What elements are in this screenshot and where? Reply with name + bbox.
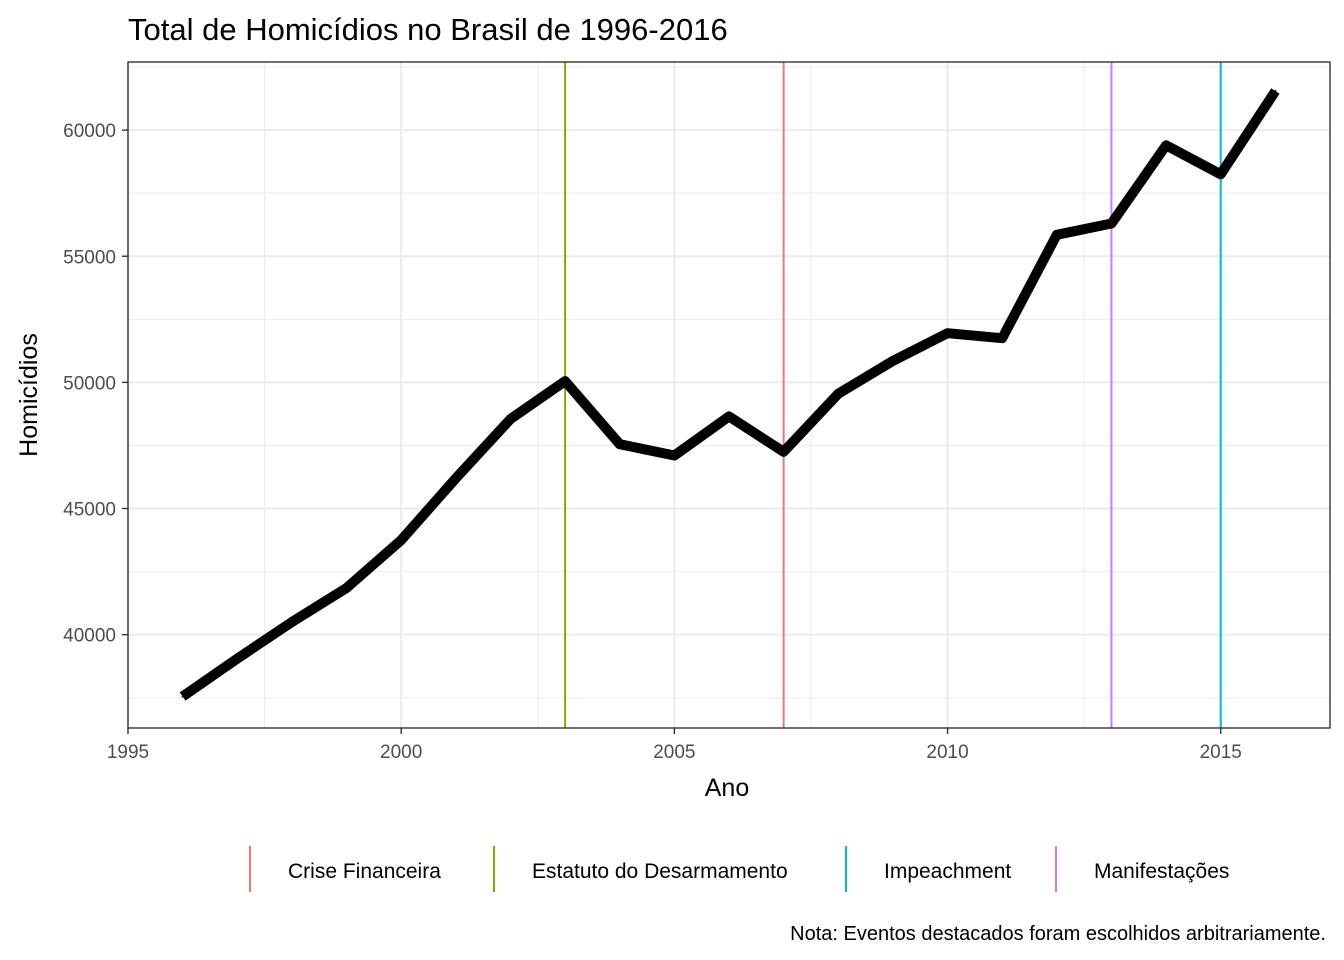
legend-label-3: Manifestações bbox=[1094, 860, 1229, 883]
data-point bbox=[564, 380, 567, 383]
y-tick-label: 40000 bbox=[63, 626, 116, 647]
panel-border bbox=[127, 61, 1331, 729]
legend-label-2: Impeachment bbox=[884, 860, 1011, 883]
data-point bbox=[946, 332, 949, 335]
x-tick-label: 1995 bbox=[107, 742, 149, 763]
y-axis-title: Homicídios bbox=[15, 333, 43, 457]
legend: Crise Financeira Estatuto do Desarmamento… bbox=[249, 846, 1229, 892]
data-point bbox=[1165, 144, 1168, 147]
plot-panel: 1995 2000 2005 2010 2015 40000 45000 50000 55000… bbox=[63, 61, 1331, 763]
data-point bbox=[345, 586, 348, 589]
data-point bbox=[509, 417, 512, 420]
legend-label-0: Crise Financeira bbox=[288, 860, 441, 883]
data-point bbox=[1274, 90, 1277, 93]
legend-label-1: Estatuto do Desarmamento bbox=[532, 860, 788, 883]
x-tick-label: 2010 bbox=[926, 742, 968, 763]
data-point bbox=[290, 621, 293, 624]
data-point bbox=[673, 454, 676, 457]
y-tick-label: 50000 bbox=[63, 373, 116, 394]
data-point bbox=[891, 359, 894, 362]
y-tick-label: 55000 bbox=[63, 247, 116, 268]
data-point bbox=[1055, 233, 1058, 236]
x-tick-label: 2005 bbox=[653, 742, 695, 763]
data-point bbox=[1219, 173, 1222, 176]
x-tick-label: 2015 bbox=[1200, 742, 1242, 763]
data-point bbox=[1001, 337, 1004, 340]
data-point bbox=[1110, 222, 1113, 225]
chart-caption: Nota: Eventos destacados foram escolhido… bbox=[790, 923, 1326, 945]
data-point bbox=[618, 443, 621, 446]
data-point bbox=[782, 450, 785, 453]
data-point bbox=[400, 539, 403, 542]
y-tick-label: 60000 bbox=[63, 121, 116, 142]
data-point bbox=[454, 477, 457, 480]
data-point bbox=[728, 415, 730, 418]
y-tick-label: 45000 bbox=[63, 500, 116, 521]
data-point bbox=[181, 695, 184, 698]
x-axis-title: Ano bbox=[705, 774, 749, 802]
chart-title: Total de Homicídios no Brasil de 1996-20… bbox=[128, 12, 728, 47]
data-point bbox=[236, 657, 239, 660]
x-tick-label: 2000 bbox=[380, 742, 422, 763]
data-point bbox=[837, 392, 840, 395]
